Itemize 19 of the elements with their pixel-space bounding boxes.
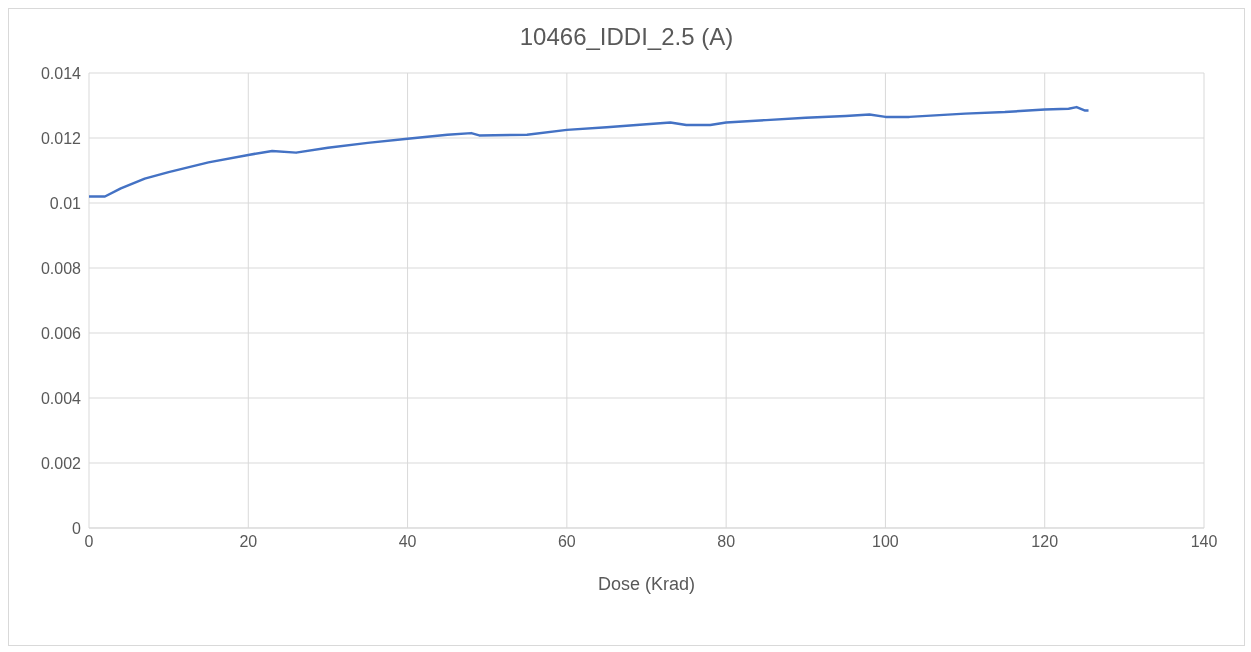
line-series — [89, 105, 1090, 198]
x-tick-label: 120 — [1031, 533, 1059, 551]
x-tick-label: 40 — [398, 533, 417, 551]
chart-title: 10466_IDDI_2.5 (A) — [518, 22, 735, 52]
y-tick-label: 0.002 — [40, 454, 82, 472]
y-tick-label: 0.004 — [40, 389, 82, 407]
x-tick-label: 100 — [872, 533, 899, 551]
x-axis-title: Dose (Krad) — [597, 574, 696, 594]
x-tick-label: 140 — [1190, 533, 1218, 551]
y-tick-label: 0.006 — [40, 324, 82, 342]
x-tick-label: 80 — [717, 533, 736, 551]
x-tick-label: 20 — [239, 533, 258, 551]
y-tick-label: 0.012 — [40, 129, 82, 147]
x-tick-label: 60 — [557, 533, 576, 551]
y-tick-label: 0.014 — [40, 64, 82, 82]
x-tick-label: 0 — [84, 533, 94, 551]
y-tick-label: 0 — [72, 519, 82, 537]
y-tick-label: 0.008 — [40, 259, 82, 277]
y-tick-label: 0.01 — [49, 194, 82, 212]
